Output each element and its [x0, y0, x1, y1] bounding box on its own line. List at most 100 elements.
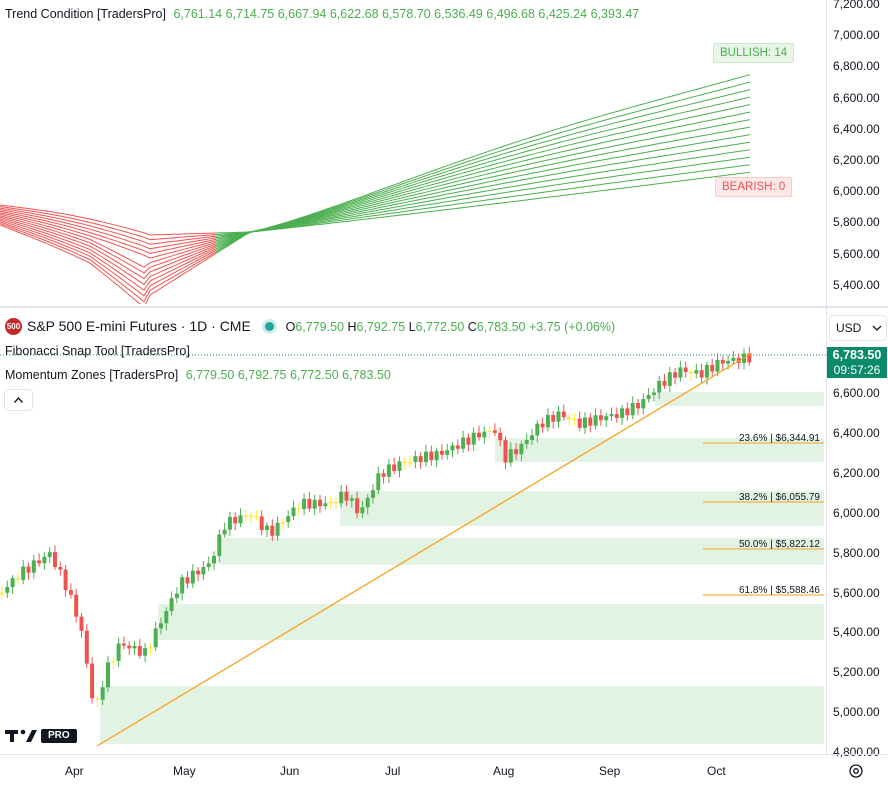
upper-axis-tick: 6,800.00 [833, 59, 880, 74]
candle-body [508, 449, 513, 463]
tradingview-logo[interactable]: PRO [5, 728, 77, 749]
upper-axis-tick: 6,400.00 [833, 121, 880, 136]
candle-body [424, 451, 428, 463]
lower-axis-tick: 4,800.00 [833, 745, 880, 760]
candle-body [137, 646, 142, 656]
trend-condition-legend[interactable]: Trend Condition [TradersPro] 6,761.14 6,… [5, 7, 639, 21]
trend-ribbon-chart [0, 74, 751, 309]
bearish-ribbon-line [0, 216, 217, 280]
collapse-legend-button[interactable] [4, 389, 33, 411]
momentum-zones-values: 6,779.50 6,792.75 6,772.50 6,783.50 [186, 368, 391, 382]
main-price-pane[interactable] [0, 310, 826, 754]
symbol-legend[interactable]: S&P 500 E-mini Futures · 1D · CME O6,779… [27, 318, 615, 334]
candle-body [487, 430, 492, 432]
bullish-ribbon-line [215, 164, 751, 253]
candle-body [270, 525, 275, 536]
trend-condition-pane[interactable] [0, 0, 826, 309]
candle-body [551, 415, 556, 422]
candle-body [683, 367, 688, 372]
candle-body [386, 464, 391, 477]
candle-body [21, 566, 26, 580]
time-axis-label: Apr [65, 764, 84, 778]
trend-value: 6,425.24 [538, 7, 591, 21]
bullish-ribbon-line [215, 171, 751, 254]
time-axis-border [0, 754, 888, 755]
momentum-zones-legend[interactable]: Momentum Zones [TradersPro] 6,779.50 6,7… [5, 368, 391, 382]
gear-icon [849, 764, 863, 778]
candle-body [259, 516, 264, 531]
bullish-ribbon-line [215, 104, 751, 240]
candle-body [312, 499, 317, 509]
candle-body [296, 507, 301, 510]
candle-body [164, 611, 169, 624]
candle-body [429, 451, 434, 461]
candle-body [360, 507, 365, 514]
trend-value: 6,622.68 [329, 7, 382, 21]
candle-body [106, 662, 110, 688]
trend-condition-title: Trend Condition [TradersPro] [5, 7, 166, 21]
momentum-zone-band [495, 438, 824, 462]
time-axis-label: Aug [493, 764, 515, 778]
candle-body [190, 570, 195, 584]
fib-level-label: 61.8% | $5,588.46 [739, 585, 820, 596]
candle-body [641, 399, 646, 409]
candle-body [84, 630, 89, 664]
candle-body [339, 491, 344, 504]
candle-body [275, 522, 280, 536]
candle-body [376, 473, 381, 491]
candle-body [625, 408, 630, 416]
symbol-title[interactable]: S&P 500 E-mini Futures · 1D · CME [27, 318, 251, 334]
high-label: H [347, 320, 357, 334]
candle-body [0, 592, 4, 595]
momentum-zone-band [655, 392, 824, 406]
lower-axis-tick: 5,000.00 [833, 705, 880, 720]
candle-body [620, 408, 625, 418]
fib-tool-legend[interactable]: Fibonacci Snap Tool [TradersPro] [5, 344, 190, 358]
trend-value: 6,667.94 [277, 7, 330, 21]
pane-separator[interactable] [0, 306, 888, 308]
candle-body [413, 456, 418, 463]
candle-body [598, 415, 603, 421]
low-value: 6,772.50 [415, 320, 465, 334]
candle-body [381, 473, 386, 477]
upper-axis-tick: 5,800.00 [833, 215, 880, 230]
candle-body [694, 370, 699, 374]
candle-body [63, 569, 68, 591]
candle-body [307, 498, 312, 509]
candle-body [667, 372, 672, 386]
bearish-ribbon-line [0, 213, 217, 268]
time-axis-label: Sep [599, 764, 621, 778]
candle-body [477, 432, 481, 438]
candle-body [726, 360, 731, 364]
candle-body [233, 516, 238, 524]
bearish-ribbon-line [0, 224, 217, 309]
bearish-ribbon-line [0, 221, 217, 297]
upper-axis-tick: 7,000.00 [833, 28, 880, 43]
candle-body [185, 577, 190, 584]
bearish-ribbon-line [0, 219, 217, 291]
bearish-ribbon-line [0, 210, 217, 255]
lower-axis-tick: 5,600.00 [833, 585, 880, 600]
chevron-down-icon [872, 325, 882, 331]
candle-body [731, 357, 736, 361]
bar-countdown: 09:57:26 [827, 363, 887, 378]
candle-body [434, 450, 439, 461]
open-label: O [285, 320, 296, 334]
bearish-ribbon-line [0, 223, 217, 303]
bullish-ribbon-line [215, 156, 751, 251]
candle-body [503, 440, 508, 463]
last-price-tag: 6,783.50 [827, 347, 887, 363]
bearish-ribbon-line [0, 206, 217, 241]
currency-select[interactable]: USD [829, 315, 887, 341]
candle-body [328, 501, 333, 504]
candle-body [450, 445, 455, 451]
fib-level-label: 38.2% | $6,055.79 [739, 492, 820, 503]
candle-body [583, 417, 587, 428]
trend-value: 6,496.68 [486, 7, 539, 21]
bullish-ribbon-line [215, 81, 751, 236]
upper-axis-tick: 6,600.00 [833, 90, 880, 105]
candle-body [572, 418, 577, 421]
chart-settings-button[interactable] [847, 762, 865, 785]
trend-value: 6,536.49 [434, 7, 487, 21]
upper-axis-tick: 5,400.00 [833, 277, 880, 292]
